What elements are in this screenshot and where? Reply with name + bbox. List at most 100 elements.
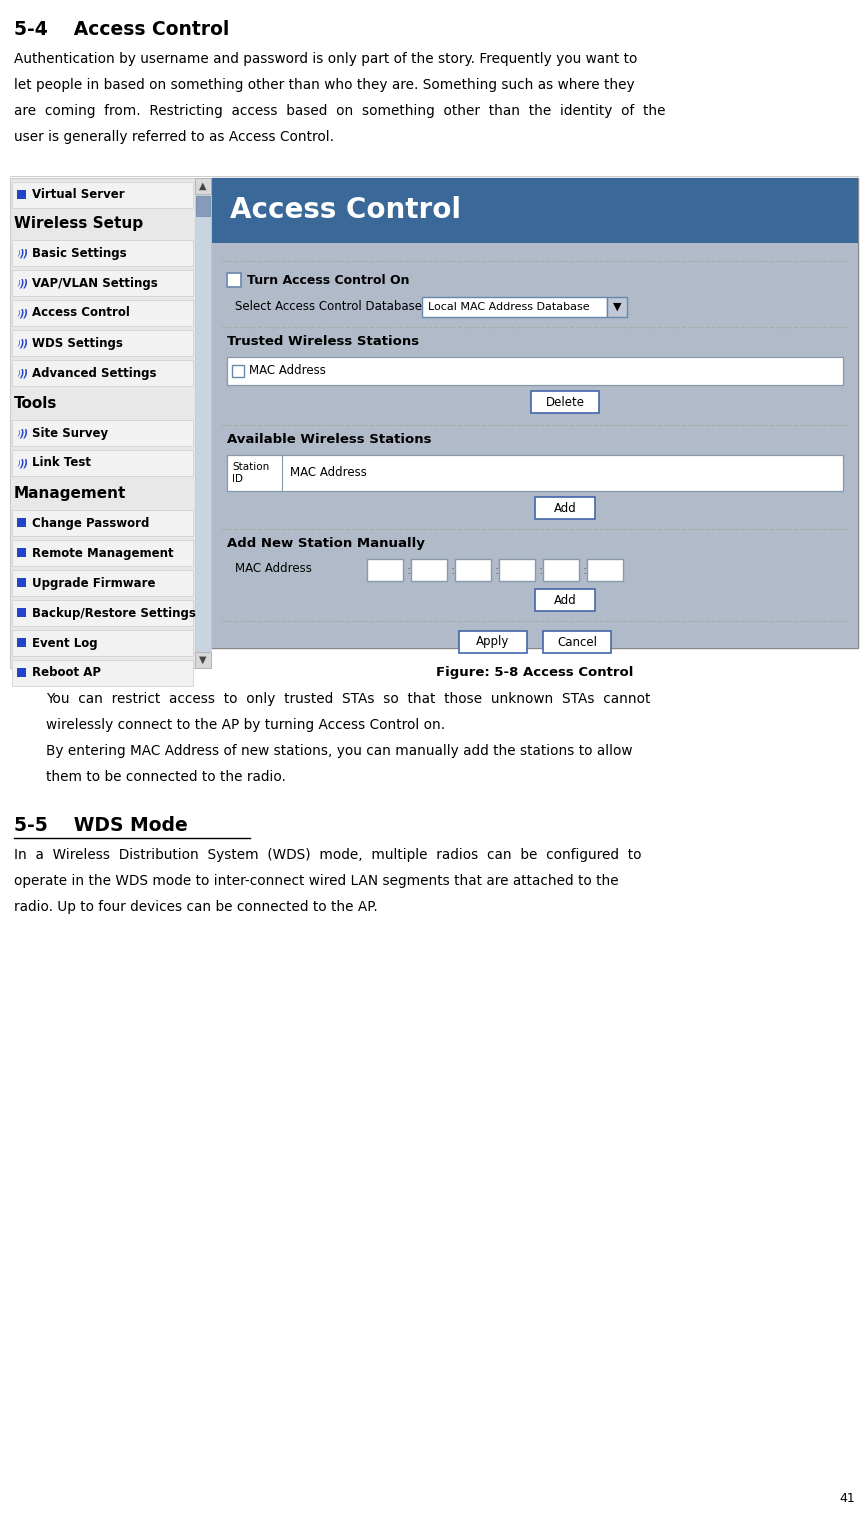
Bar — [459, 630, 527, 653]
Text: Wireless Setup: Wireless Setup — [14, 216, 143, 231]
Text: ): ) — [17, 249, 20, 257]
Bar — [587, 559, 623, 580]
Text: By entering MAC Address of new stations, you can manually add the stations to al: By entering MAC Address of new stations,… — [46, 744, 632, 758]
Text: ): ) — [17, 340, 20, 346]
Text: Upgrade Firmware: Upgrade Firmware — [32, 577, 156, 589]
Bar — [535, 497, 595, 519]
Text: 41: 41 — [839, 1492, 855, 1505]
Bar — [12, 182, 193, 208]
Text: Backup/Restore Settings: Backup/Restore Settings — [32, 606, 195, 620]
Text: :: : — [582, 564, 586, 577]
Text: ): ) — [17, 430, 20, 436]
Bar — [227, 456, 843, 491]
Text: Add: Add — [554, 594, 576, 606]
Text: Local MAC Address Database: Local MAC Address Database — [428, 302, 590, 311]
Text: )): )) — [19, 368, 28, 378]
Bar — [543, 559, 579, 580]
Text: ): ) — [17, 279, 20, 286]
Bar — [17, 638, 26, 647]
Text: them to be connected to the radio.: them to be connected to the radio. — [46, 770, 285, 784]
Text: MAC Address: MAC Address — [235, 562, 312, 576]
Bar — [212, 243, 858, 649]
Text: Basic Settings: Basic Settings — [32, 246, 126, 260]
Bar — [195, 178, 211, 668]
Text: You  can  restrict  access  to  only  trusted  STAs  so  that  those  unknown  S: You can restrict access to only trusted … — [46, 693, 650, 706]
Text: ▲: ▲ — [199, 181, 207, 191]
Text: )): )) — [19, 308, 28, 317]
Bar — [195, 652, 211, 668]
Bar — [196, 196, 210, 216]
Text: radio. Up to four devices can be connected to the AP.: radio. Up to four devices can be connect… — [14, 899, 378, 914]
Text: Change Password: Change Password — [32, 516, 150, 530]
Text: Access Control: Access Control — [32, 307, 130, 319]
Text: 5-5    WDS Mode: 5-5 WDS Mode — [14, 816, 188, 835]
Text: MAC Address: MAC Address — [249, 365, 326, 378]
Text: Add: Add — [554, 501, 576, 515]
Text: Station
ID: Station ID — [232, 462, 269, 483]
Text: )): )) — [19, 339, 28, 348]
Bar — [12, 270, 193, 296]
Text: :: : — [494, 564, 498, 577]
Text: let people in based on something other than who they are. Something such as wher: let people in based on something other t… — [14, 77, 635, 93]
Text: Link Test: Link Test — [32, 457, 91, 469]
Text: Add New Station Manually: Add New Station Manually — [227, 538, 425, 550]
Bar — [12, 659, 193, 687]
Text: Trusted Wireless Stations: Trusted Wireless Stations — [227, 336, 420, 348]
Bar — [232, 365, 244, 377]
Text: wirelessly connect to the AP by turning Access Control on.: wirelessly connect to the AP by turning … — [46, 718, 445, 732]
Bar — [12, 419, 193, 447]
Text: Virtual Server: Virtual Server — [32, 188, 125, 202]
Text: )): )) — [19, 459, 28, 468]
Bar — [10, 178, 195, 668]
Text: In  a  Wireless  Distribution  System  (WDS)  mode,  multiple  radios  can  be  : In a Wireless Distribution System (WDS) … — [14, 848, 642, 861]
Text: :: : — [450, 564, 454, 577]
Text: Turn Access Control On: Turn Access Control On — [247, 273, 409, 287]
Text: WDS Settings: WDS Settings — [32, 337, 123, 349]
Bar — [12, 539, 193, 567]
Bar — [535, 589, 595, 611]
Text: Apply: Apply — [477, 635, 509, 649]
Bar — [17, 608, 26, 617]
Text: :: : — [406, 564, 410, 577]
Text: user is generally referred to as Access Control.: user is generally referred to as Access … — [14, 131, 334, 144]
Text: ): ) — [17, 460, 20, 466]
Bar — [531, 390, 599, 413]
Text: Event Log: Event Log — [32, 636, 98, 650]
Text: 5-4    Access Control: 5-4 Access Control — [14, 20, 229, 39]
Text: are  coming  from.  Restricting  access  based  on  something  other  than  the : are coming from. Restricting access base… — [14, 103, 665, 118]
Bar — [12, 330, 193, 355]
Bar — [17, 579, 26, 586]
Bar — [607, 298, 627, 317]
Text: Remote Management: Remote Management — [32, 547, 174, 559]
Bar — [227, 273, 241, 287]
Text: Figure: 5-8 Access Control: Figure: 5-8 Access Control — [436, 665, 634, 679]
Bar — [212, 178, 858, 649]
Bar — [455, 559, 491, 580]
Text: Cancel: Cancel — [557, 635, 597, 649]
Text: ▼: ▼ — [199, 655, 207, 665]
Text: MAC Address: MAC Address — [290, 466, 367, 480]
Bar — [195, 178, 211, 194]
Bar — [422, 298, 607, 317]
Text: :: : — [538, 564, 542, 577]
Text: operate in the WDS mode to inter-connect wired LAN segments that are attached to: operate in the WDS mode to inter-connect… — [14, 873, 618, 889]
Bar — [543, 630, 611, 653]
Bar — [17, 190, 26, 199]
Text: )): )) — [19, 278, 28, 289]
Text: )): )) — [19, 428, 28, 437]
Bar — [12, 360, 193, 386]
Text: )): )) — [19, 248, 28, 258]
Bar — [411, 559, 447, 580]
Text: Select Access Control Database: Select Access Control Database — [235, 301, 422, 313]
Bar — [12, 630, 193, 656]
Bar — [12, 600, 193, 626]
Bar — [17, 668, 26, 677]
Text: Authentication by username and password is only part of the story. Frequently yo: Authentication by username and password … — [14, 52, 638, 65]
Text: ): ) — [17, 310, 20, 316]
Text: Advanced Settings: Advanced Settings — [32, 366, 157, 380]
Bar — [499, 559, 535, 580]
Text: Access Control: Access Control — [230, 196, 461, 225]
Text: Management: Management — [14, 486, 126, 501]
Bar — [227, 357, 843, 384]
Bar — [12, 450, 193, 475]
